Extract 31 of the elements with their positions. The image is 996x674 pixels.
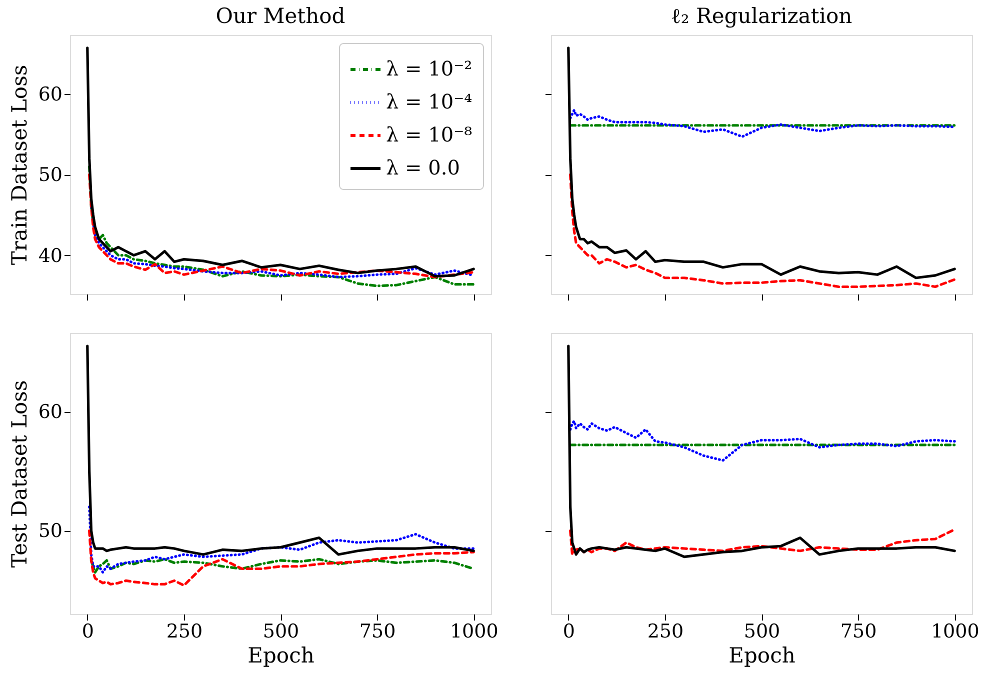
line-series [90,558,475,574]
x-tick-label: 1000 [450,620,498,642]
y-axis-title: Test Dataset Loss [7,380,32,568]
y-tick-label: 60 [38,401,62,424]
line-series [88,529,475,587]
legend-label: λ = 10⁻⁴ [386,90,472,114]
x-tick-label: 250 [166,620,203,642]
y-tick-label: 60 [38,83,62,106]
x-tick-label: 500 [262,620,300,642]
x-tick-label: 750 [840,620,877,642]
line-series [88,506,475,574]
x-axis-title: Epoch [728,644,796,668]
x-tick-label: 500 [744,620,780,642]
y-tick-label: 50 [38,520,62,542]
x-tick-label: 250 [647,620,684,642]
line-series [86,46,475,278]
legend-label: λ = 10⁻² [386,56,472,80]
x-tick-label: 750 [359,620,396,642]
legend-label: λ = 10⁻⁸ [386,122,472,146]
x-axis-title: Epoch [248,644,314,668]
y-axis-title: Train Dataset Loss [7,64,32,266]
y-tick-label: 50 [38,164,62,186]
legend-label: λ = 0.0 [386,156,460,180]
line-series [90,206,475,278]
line-series [86,344,475,556]
x-tick-label: 0 [562,620,575,642]
x-tick-label: 1000 [930,620,980,642]
x-tick-label: 0 [82,620,94,642]
chart-title: Our Method [216,4,346,28]
chart-title: ℓ₂ Regularization [670,4,852,28]
y-tick-label: 40 [38,244,62,267]
